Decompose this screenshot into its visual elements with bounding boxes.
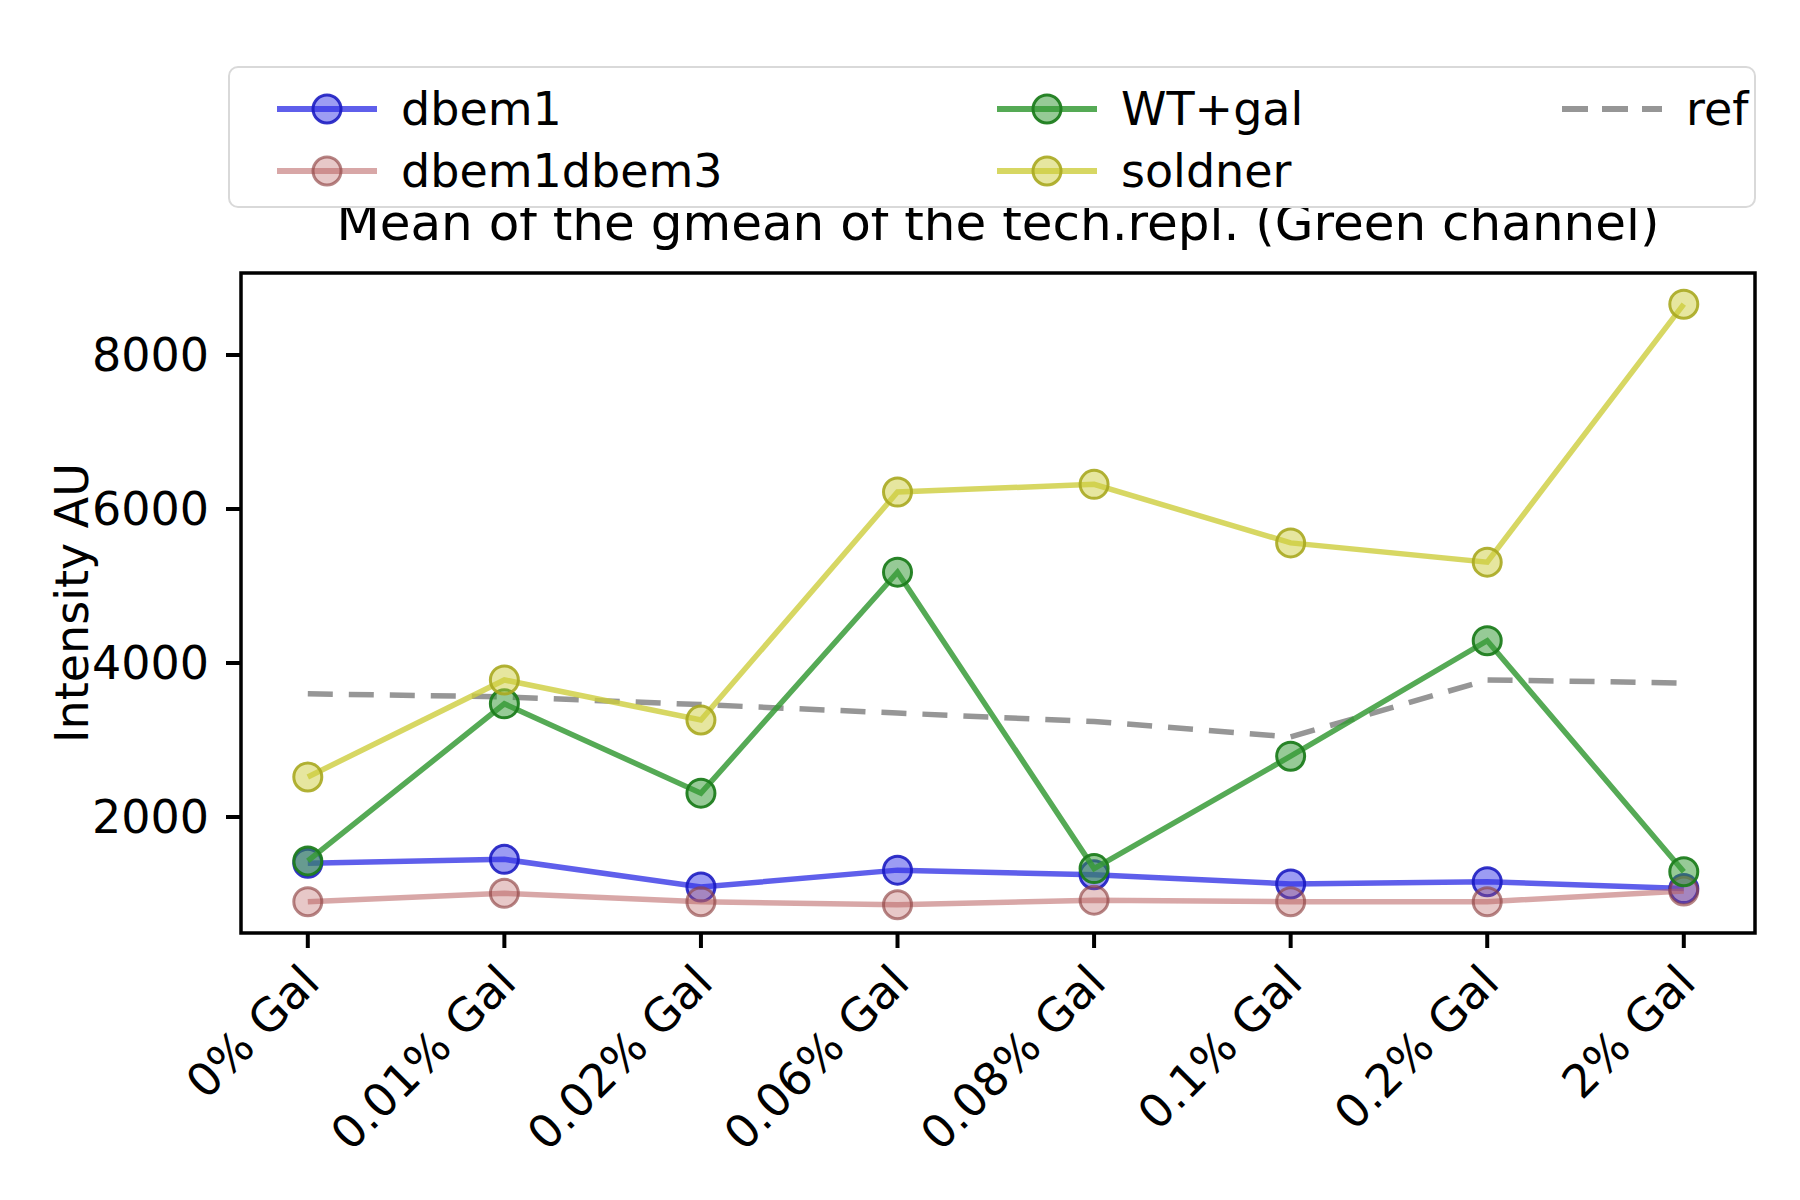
data-point-dbem1dbem3 bbox=[884, 891, 912, 919]
x-tick-label: 0.01% Gal bbox=[320, 955, 526, 1161]
figure-canvas: 2000 4000 6000 8000 0% Gal0.01% Gal0.02% Gal… bbox=[0, 0, 1800, 1200]
legend-item-soldner: soldner bbox=[995, 144, 1291, 198]
data-point-WT+gal bbox=[1670, 858, 1698, 886]
x-tick-label: 0.06% Gal bbox=[713, 955, 919, 1161]
legend-item-ref: ref bbox=[1560, 82, 1748, 136]
x-tick-label: 2% Gal bbox=[1551, 955, 1705, 1109]
plot-frame bbox=[241, 273, 1755, 933]
data-point-dbem1dbem3 bbox=[1080, 886, 1108, 914]
x-tick-label: 0.08% Gal bbox=[910, 955, 1116, 1161]
data-point-WT+gal bbox=[1277, 742, 1305, 770]
data-point-soldner bbox=[884, 478, 912, 506]
data-point-soldner bbox=[1473, 548, 1501, 576]
legend-label: WT+gal bbox=[1121, 82, 1303, 136]
data-point-soldner bbox=[687, 706, 715, 734]
legend-item-dbem1dbem3: dbem1dbem3 bbox=[275, 144, 723, 198]
data-point-WT+gal bbox=[884, 558, 912, 586]
data-point-dbem1 bbox=[490, 845, 518, 873]
line-marker-icon bbox=[995, 151, 1099, 191]
data-point-soldner bbox=[1670, 290, 1698, 318]
legend-label: dbem1 bbox=[401, 82, 562, 136]
data-point-dbem1 bbox=[884, 856, 912, 884]
line-marker-icon bbox=[275, 89, 379, 129]
legend-label: soldner bbox=[1121, 144, 1291, 198]
y-tick-label: 4000 bbox=[92, 636, 209, 690]
y-tick-label: 2000 bbox=[92, 790, 209, 844]
legend-label: ref bbox=[1686, 82, 1748, 136]
x-tick-label: 0.1% Gal bbox=[1127, 955, 1312, 1140]
data-point-soldner bbox=[294, 763, 322, 791]
data-point-soldner bbox=[1277, 529, 1305, 557]
series-line-WT+gal bbox=[308, 572, 1684, 872]
x-tick-label: 0.2% Gal bbox=[1324, 955, 1509, 1140]
data-point-WT+gal bbox=[1080, 855, 1108, 883]
y-tick-label: 8000 bbox=[92, 328, 209, 382]
data-point-dbem1dbem3 bbox=[1473, 888, 1501, 916]
data-point-dbem1dbem3 bbox=[490, 879, 518, 907]
data-point-dbem1dbem3 bbox=[294, 888, 322, 916]
data-point-soldner bbox=[490, 666, 518, 694]
line-marker-icon bbox=[275, 151, 379, 191]
y-axis-label: Intensity AU bbox=[45, 463, 99, 743]
y-tick-label: 6000 bbox=[92, 482, 209, 536]
data-point-WT+gal bbox=[294, 847, 322, 875]
line-marker-icon bbox=[995, 89, 1099, 129]
x-tick-label: 0% Gal bbox=[175, 955, 329, 1109]
data-point-soldner bbox=[1080, 470, 1108, 498]
legend-box: dbem1 dbem1dbem3 WT+gal soldner bbox=[228, 66, 1756, 208]
data-point-dbem1dbem3 bbox=[687, 888, 715, 916]
legend-item-dbem1: dbem1 bbox=[275, 82, 562, 136]
x-tick-label: 0.02% Gal bbox=[517, 955, 723, 1161]
dashed-line-icon bbox=[1560, 89, 1664, 129]
data-point-WT+gal bbox=[1473, 627, 1501, 655]
data-point-WT+gal bbox=[687, 779, 715, 807]
data-point-dbem1dbem3 bbox=[1277, 888, 1305, 916]
legend-label: dbem1dbem3 bbox=[401, 144, 723, 198]
legend-item-wt-gal: WT+gal bbox=[995, 82, 1303, 136]
